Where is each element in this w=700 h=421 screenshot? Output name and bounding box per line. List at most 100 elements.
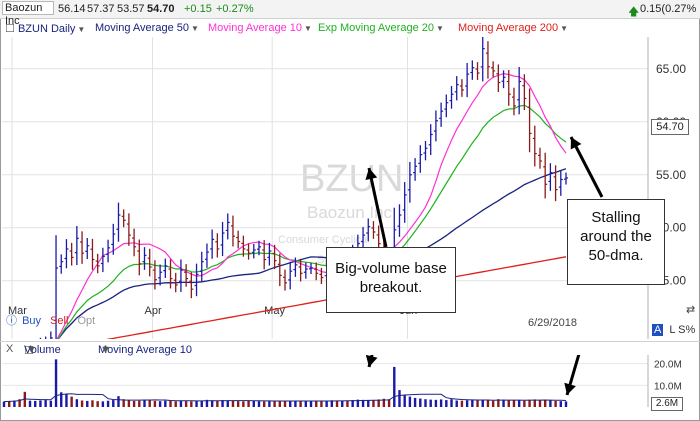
price-bar — [303, 262, 308, 279]
legend-ma200-label: Moving Average 200 — [458, 22, 559, 34]
opt-button[interactable]: Opt — [77, 315, 96, 327]
current-date-label: 6/29/2018 — [528, 317, 577, 329]
volume-bar — [335, 400, 339, 407]
volume-bar — [289, 401, 292, 407]
price-bar — [522, 74, 527, 111]
stalling-arrow-head — [570, 137, 582, 150]
price-bar — [256, 240, 261, 256]
buy-button[interactable]: Buy — [22, 315, 42, 327]
volume-bar — [236, 401, 240, 407]
volume-bar — [216, 400, 219, 407]
volume-bar — [523, 400, 526, 407]
price-bar — [371, 221, 376, 239]
breakout-arrow — [367, 167, 388, 248]
checkbox-icon: ☐ — [5, 23, 15, 35]
price-bar — [564, 172, 568, 185]
volume-bar — [476, 400, 479, 407]
price-bar — [444, 94, 449, 118]
volume-bar — [273, 400, 276, 407]
price-bar — [454, 76, 459, 101]
volume-chart[interactable]: 20.0M 10.0M — [0, 355, 700, 410]
volume-bar — [242, 401, 245, 407]
price-bar — [74, 225, 79, 266]
price-bar — [90, 238, 95, 270]
volume-panel-header: X ☐ Volume ▼ Moving Average 10 ▼ — [0, 341, 700, 357]
volume-bar — [533, 399, 536, 407]
volume-bar — [367, 400, 370, 407]
volume-bar — [450, 399, 453, 407]
log-scale-toggle[interactable]: L S% — [669, 324, 696, 336]
price-bar — [413, 158, 418, 181]
price-bar — [366, 218, 371, 242]
price-bar — [152, 260, 157, 290]
volume-bar — [127, 400, 131, 407]
volume-bar — [86, 400, 89, 407]
volume-bar — [543, 400, 547, 407]
legend-ema20[interactable]: Exp Moving Average 20 ▼ — [318, 22, 444, 34]
volume-bar — [517, 400, 521, 407]
volume-bar — [231, 400, 235, 407]
volume-bar — [8, 401, 11, 407]
price-bar — [246, 243, 251, 260]
expand-icon[interactable]: ⇄ — [686, 304, 696, 316]
volume-bar — [424, 399, 427, 407]
watermark-company: Baozun Inc — [307, 203, 393, 222]
volume-bar — [278, 400, 281, 407]
volume-bar — [75, 399, 79, 407]
sell-button[interactable]: Sell — [50, 315, 69, 327]
price-bar — [178, 259, 183, 292]
legend-ma200[interactable]: Moving Average 200 ▼ — [458, 22, 568, 34]
legend-symbol[interactable]: ☐ BZUN Daily ▼ — [5, 22, 85, 35]
volume-bar — [96, 401, 99, 407]
ma200-line — [106, 256, 567, 339]
volume-bar — [538, 400, 542, 407]
volume-bar — [413, 397, 417, 407]
price-bar — [121, 209, 126, 228]
price-bar — [314, 262, 319, 281]
price-bar — [189, 272, 194, 299]
price-bar — [428, 124, 433, 156]
info-icon[interactable]: ⓘ — [6, 315, 17, 327]
price-bar — [506, 69, 511, 106]
auto-scale-button[interactable]: A — [652, 324, 664, 336]
volume-bar — [179, 400, 183, 407]
price-bar — [397, 204, 402, 237]
price-bar — [496, 64, 501, 92]
volume-bar — [200, 400, 203, 407]
chevron-down-icon: ▼ — [435, 24, 444, 33]
price-bar — [210, 229, 215, 259]
price-bar — [168, 259, 173, 289]
volume-bar — [122, 399, 125, 407]
volume-bar — [106, 400, 110, 407]
price-bar — [44, 336, 47, 339]
x-tick-label: Mar — [8, 305, 27, 317]
price-bar — [480, 37, 485, 82]
close-volume-panel-button[interactable]: X — [6, 343, 14, 355]
price-bar — [158, 264, 163, 286]
volume-bar — [65, 394, 68, 407]
legend-volume-ma10-label: Moving Average 10 — [98, 344, 192, 356]
price-bar — [532, 125, 537, 167]
symbol-search-input[interactable]: Baozun Inc — [2, 1, 54, 27]
price-bar — [100, 247, 105, 273]
legend-ma50[interactable]: Moving Average 50 ▼ — [95, 22, 199, 34]
volume-bar — [164, 400, 167, 407]
price-bar — [199, 251, 204, 282]
scale-toggle[interactable]: A L S% — [652, 324, 695, 336]
price-bar — [59, 254, 64, 274]
volume-bar — [221, 400, 224, 407]
volume-bar — [408, 396, 412, 407]
volume-bar — [320, 401, 323, 407]
right-change-readout: 0.15(0.27% — [640, 3, 697, 15]
price-bar — [433, 110, 438, 142]
price-bar — [236, 230, 241, 249]
volume-bar — [559, 401, 562, 407]
volume-bar — [330, 400, 334, 407]
price-bar — [267, 242, 272, 266]
price-bar — [225, 213, 230, 240]
legend-ma10[interactable]: Moving Average 10 ▼ — [208, 22, 312, 34]
watermark-ticker: BZUN — [300, 158, 404, 200]
volume-bar — [294, 400, 297, 407]
price-bar — [361, 226, 366, 250]
